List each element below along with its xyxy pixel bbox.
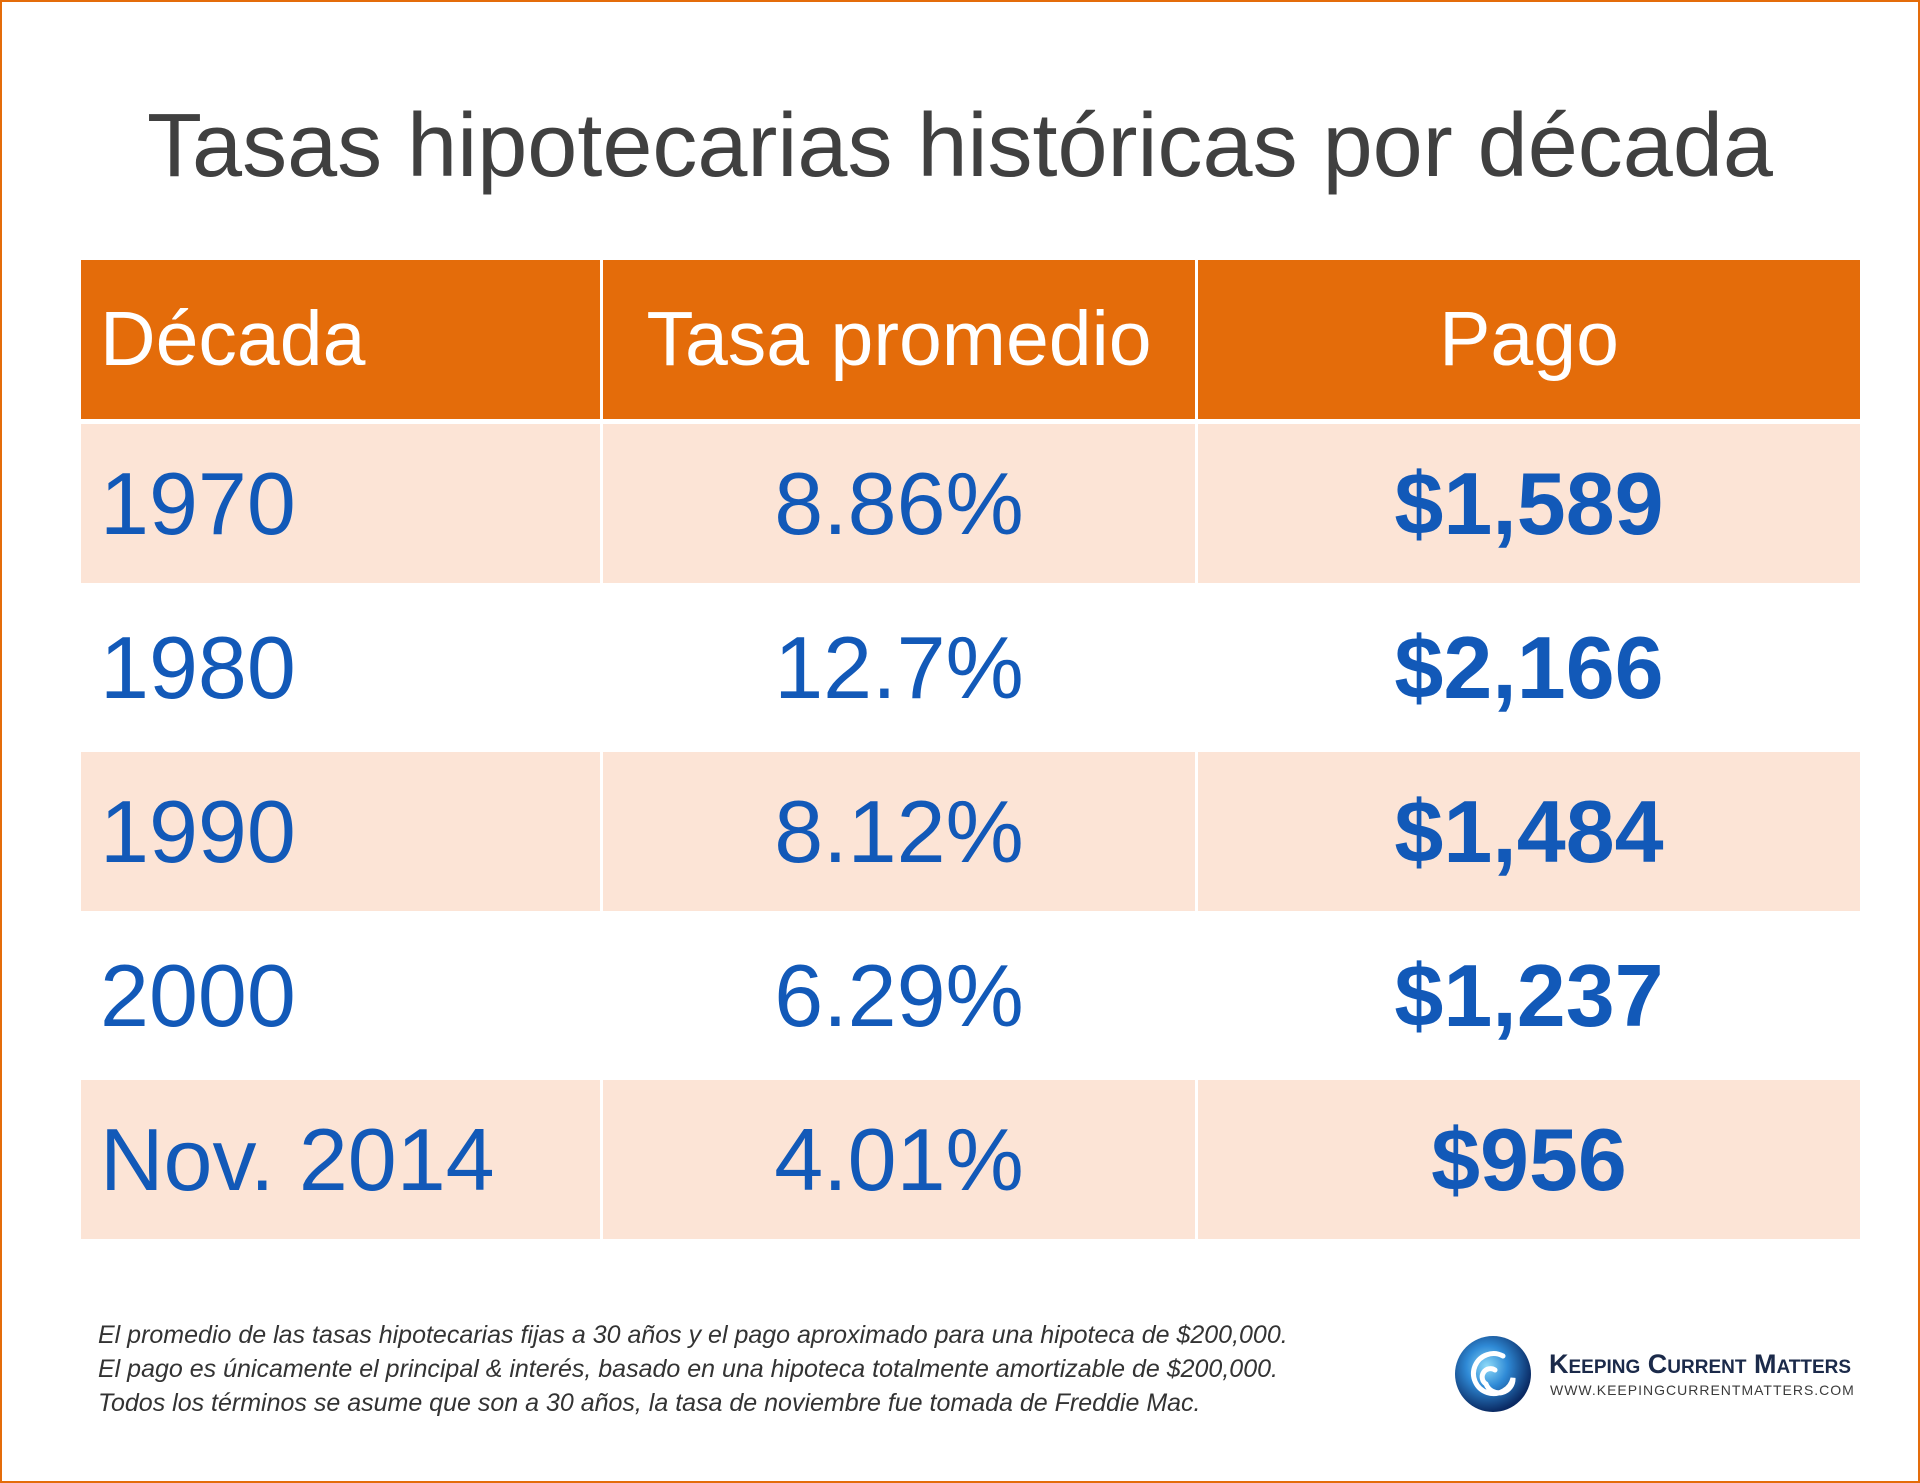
logo-url: WWW.KEEPINGCURRENTMATTERS.COM	[1550, 1382, 1855, 1398]
page-title: Tasas hipotecarias históricas por década	[147, 96, 1773, 196]
logo-swirl	[1471, 1351, 1516, 1397]
table-row: 2000 6.29% $1,237	[81, 916, 1860, 1075]
footnote-line: El promedio de las tasas hipotecarias fi…	[98, 1321, 1288, 1349]
cell-average-rate: 4.01%	[603, 1080, 1195, 1239]
cell-payment: $2,166	[1394, 617, 1664, 717]
table-row: 1980 12.7% $2,166	[81, 588, 1860, 747]
cell-decade: 1980	[100, 617, 296, 717]
table-row: Nov. 2014 4.01% $956	[81, 1080, 1860, 1239]
swirl-icon	[1455, 1336, 1531, 1412]
logo-circle	[1455, 1336, 1531, 1412]
table-row: 1970 8.86% $1,589	[81, 424, 1860, 583]
footnote-line: El pago es únicamente el principal & int…	[98, 1355, 1278, 1383]
cell-average-rate: 6.29%	[774, 945, 1024, 1045]
table-header-row: Década Tasa promedio Pago	[81, 260, 1860, 419]
footnote-line: Todos los términos se asume que son a 30…	[98, 1389, 1201, 1417]
header-cell-payment: Pago	[1198, 260, 1860, 419]
cell-payment: $956	[1198, 1080, 1860, 1239]
cell-payment: $1,484	[1198, 752, 1860, 911]
cell-decade: 2000	[100, 945, 296, 1045]
logo-name: Keeping Current Matters	[1549, 1349, 1852, 1379]
header-cell-average-rate: Tasa promedio	[603, 260, 1195, 419]
cell-average-rate: 12.7%	[774, 617, 1024, 717]
header-cell-decade: Década	[81, 260, 600, 419]
cell-payment: $1,589	[1198, 424, 1860, 583]
table-row: 1990 8.12% $1,484	[81, 752, 1860, 911]
cell-average-rate: 8.12%	[603, 752, 1195, 911]
cell-decade: 1970	[81, 424, 600, 583]
cell-decade: 1990	[81, 752, 600, 911]
cell-payment: $1,237	[1394, 945, 1664, 1045]
footnotes: El promedio de las tasas hipotecarias fi…	[98, 1318, 1288, 1420]
cell-decade: Nov. 2014	[81, 1080, 600, 1239]
cell-average-rate: 8.86%	[603, 424, 1195, 583]
mortgage-rates-table: Década Tasa promedio Pago 1970 8.86% $1,…	[81, 260, 1860, 1244]
